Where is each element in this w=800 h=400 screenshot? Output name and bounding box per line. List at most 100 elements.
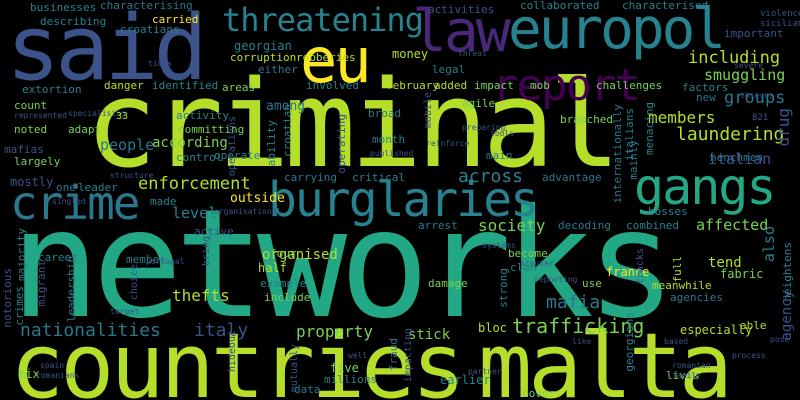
word-money: money (392, 47, 429, 61)
word-singled: singled (52, 197, 86, 206)
word-describing: describing (40, 15, 107, 28)
word-identified: identified (152, 79, 219, 92)
word-times: times (148, 59, 173, 68)
word-collaborated: collaborated (520, 0, 600, 12)
word-largely: largely (14, 155, 61, 168)
word-society: society (478, 216, 546, 235)
word-italy: italy (194, 320, 249, 341)
word-leadership: leadership (65, 256, 78, 323)
word-active: active (194, 225, 234, 238)
word-february: february (386, 79, 439, 92)
word-control: control (176, 151, 223, 164)
word-fabric: fabric (720, 267, 764, 281)
word-combined: combined (626, 219, 679, 232)
word-decoding: decoding (558, 219, 611, 232)
word-thieves: thieves (740, 91, 774, 100)
word-tend: tend (708, 255, 742, 271)
word-laundering: laundering (676, 124, 785, 145)
word-mix: mix (18, 367, 40, 381)
word-operating: operating (335, 114, 348, 174)
word-mobile: mobile (423, 92, 434, 129)
word-people: people (100, 136, 155, 154)
word-cover: cover (522, 387, 556, 400)
word-reinforce: reinforce (426, 139, 470, 148)
word-able: able (740, 319, 767, 332)
word-ability: ability (265, 120, 278, 167)
word-four: four (270, 247, 297, 260)
word-use: use (582, 277, 602, 290)
word-member: member (126, 253, 166, 266)
word-among: among (266, 99, 306, 114)
word-agile: agile (462, 97, 496, 110)
word-legal: legal (432, 63, 466, 76)
word-trafficking: trafficking (512, 314, 645, 338)
word-migrant: migrant (35, 260, 48, 307)
word-33: 33 (116, 111, 129, 122)
word-croatian: croatian (281, 104, 294, 157)
word-made: made (150, 195, 177, 208)
word-meanwhile: meanwhile (652, 279, 712, 292)
word-advantage: advantage (542, 171, 602, 184)
word-activity: activity (176, 109, 229, 122)
word-malta: malta (478, 314, 733, 400)
word-majority: majority (15, 228, 28, 281)
word-include: include (264, 291, 311, 304)
word-henchmen: henchmen (710, 151, 763, 164)
word-groups: groups (724, 88, 786, 108)
word-systems: systems (482, 241, 516, 250)
word-bring: bring (201, 236, 212, 267)
word-become: become (508, 247, 548, 260)
word-one: one (56, 181, 76, 194)
word-threatening: threatening (222, 1, 424, 39)
word-especially: especially (680, 323, 753, 337)
word-italian: italian (708, 150, 772, 168)
word-clan: clan (510, 261, 537, 274)
word-thefts: thefts (172, 286, 230, 305)
word-operations: operations (227, 116, 238, 177)
word-family: family (672, 371, 701, 380)
word-mutually: mutually (289, 344, 300, 393)
word-report: report (492, 60, 641, 111)
word-crime: crime (10, 176, 140, 230)
word-821: 821 (752, 113, 769, 123)
word-reporting: reporting (534, 275, 578, 284)
word-characterised: characterised (622, 0, 709, 12)
word-tools: tools (490, 129, 515, 138)
word-noted: noted (14, 123, 48, 136)
word-affected: affected (696, 216, 769, 234)
word-law: law (412, 0, 511, 65)
word-critical: critical (352, 171, 405, 184)
word-structure: structure (110, 171, 154, 180)
word-mob: mob (530, 79, 550, 92)
word-impact: impact (474, 79, 514, 92)
word-across: across (458, 166, 524, 187)
word-corruption: corruption (230, 51, 297, 64)
word-five: five (330, 361, 359, 375)
word-bloc: bloc (478, 321, 507, 335)
word-georgians: georgians (623, 312, 636, 372)
word-preparing: preparing (462, 123, 506, 132)
word-romanians: romanians (36, 371, 80, 380)
word-fraud: fraud (387, 338, 400, 372)
word-threat: threat (458, 49, 487, 58)
word-involved: involved (306, 79, 359, 92)
word-according: according (152, 135, 228, 151)
word-criminal: criminal (85, 56, 621, 195)
word-damage: damage (428, 277, 468, 290)
word-internationally: internationally (611, 104, 624, 204)
word-millions: millions (324, 373, 377, 386)
word-leader: leader (78, 181, 118, 194)
word-month: month (372, 133, 406, 146)
word-activities: activities (428, 3, 495, 16)
word-extortion: extortion (22, 83, 82, 96)
word-areas: areas (222, 81, 256, 94)
word-factors: factors (682, 81, 729, 94)
word-scouter: scouter (520, 259, 554, 268)
word-career: career (38, 251, 78, 264)
word-organisational: organisational (214, 207, 282, 216)
word-carrying: carrying (284, 171, 337, 184)
word-businesses: businesses (30, 1, 97, 14)
word-mafias: mafias (4, 143, 44, 156)
word-data: data (294, 383, 321, 396)
